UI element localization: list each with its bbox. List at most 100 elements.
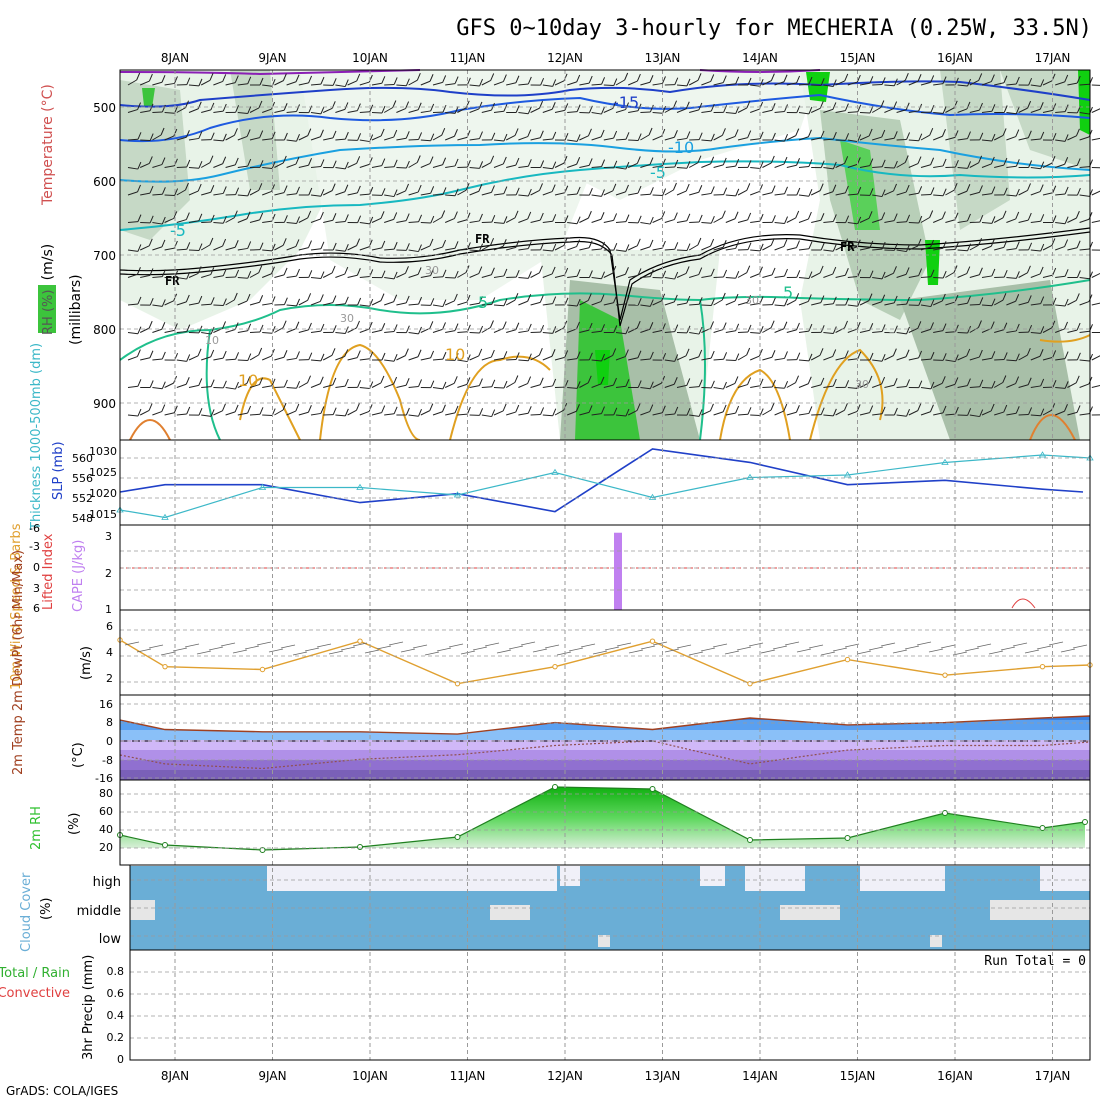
wind-barb [542, 108, 553, 113]
wind-barb-flag [478, 348, 483, 357]
wind-barb [737, 107, 748, 113]
wind-barb-flag [235, 352, 240, 360]
wind-barb-flag [576, 74, 581, 83]
wind-barb [750, 138, 761, 141]
wind-barb-flag [442, 157, 447, 165]
wind-barb-flag [282, 155, 287, 164]
wind-barb [518, 136, 528, 141]
wind-barb [1067, 217, 1077, 223]
wind-barb-flag [942, 106, 947, 114]
wind-barb [237, 382, 248, 388]
wind-barb-flag [1028, 242, 1033, 251]
wind-barb [872, 166, 883, 168]
wind-barb [847, 275, 858, 278]
wind-barb [201, 332, 212, 335]
surface-wind-barb [556, 651, 572, 656]
wind-barb [591, 112, 602, 115]
wind-barb-flag [747, 295, 752, 303]
wind-barb [1006, 330, 1017, 333]
wind-barb [908, 110, 919, 113]
wind-barb-flag [588, 187, 593, 196]
wind-barb [127, 332, 138, 335]
wind-barb [213, 139, 224, 142]
wind-barb-flag [502, 156, 507, 165]
rh-shade-green [840, 140, 880, 230]
wind-barb-flag [307, 405, 312, 413]
wind-barb-flag [271, 266, 275, 274]
wind-barb-flag [210, 102, 215, 111]
wind-barb-flag [174, 76, 178, 84]
wind-barb [933, 277, 944, 279]
wind-barb [713, 164, 724, 168]
wind-barb-flag [137, 214, 142, 222]
cloud-clear [700, 866, 725, 886]
wind-barb [1018, 413, 1029, 416]
wind-barb [127, 167, 138, 170]
wind-barb [249, 301, 260, 306]
wind-barb [993, 299, 1004, 306]
wind-barb [445, 165, 456, 168]
wind-barb [249, 272, 259, 278]
wind-barb [335, 385, 346, 388]
freezing-level-line [119, 227, 1091, 327]
wind-barb-flag [185, 377, 190, 385]
wind-barb [188, 220, 199, 223]
wind-barb-flag [319, 129, 324, 137]
wind-barb [152, 328, 163, 333]
wind-barb-flag [186, 406, 191, 415]
wind-barb [896, 191, 907, 196]
wind-barb-flag [418, 379, 423, 387]
wind-barb-flag [978, 185, 983, 193]
wind-barb [627, 162, 638, 168]
surface-wind-barb [292, 651, 308, 656]
wind-barb-flag [1015, 271, 1020, 279]
wind-barb [945, 359, 956, 363]
wind-barb-flag [465, 182, 470, 191]
wind-barb [615, 191, 626, 196]
wind-barb-flag [137, 296, 142, 305]
wind-barb-flag [149, 133, 154, 141]
wind-barb-flag [819, 183, 824, 191]
pressure-tick: 800 [93, 323, 116, 337]
wind-barb-flag [832, 131, 837, 140]
wind-barb [591, 136, 602, 141]
surface-wind-barb [364, 649, 380, 654]
wind-barb [310, 300, 321, 306]
wind-barb [713, 276, 724, 278]
wind-barb-flag [649, 404, 654, 412]
wind-speed-point [1039, 663, 1046, 670]
wind-barb-flag [906, 296, 911, 305]
wind-barb [920, 411, 931, 416]
wind-barb-flag [918, 103, 923, 112]
wind-barb [994, 246, 1004, 251]
wind-barb-flag [1064, 157, 1069, 165]
wind-barb-flag [942, 158, 947, 167]
wind-barb-flag [405, 213, 410, 221]
wind-barb-flag [1039, 266, 1044, 275]
cape-tick: 3 [105, 530, 112, 543]
wind-barb [542, 220, 553, 223]
wind-barb [286, 81, 297, 86]
wind-barb-flag [186, 271, 191, 280]
wind-barb-flag [393, 241, 398, 250]
wind-barb [152, 193, 163, 196]
temp-band [120, 750, 1090, 760]
wind-barb-flag [978, 155, 983, 164]
wind-barb-flag [1040, 408, 1045, 416]
wind-barb-flag [222, 403, 226, 411]
wind-barb [676, 84, 688, 87]
cape-plot [614, 532, 622, 610]
wind-barb-flag [161, 157, 166, 165]
wind-barb-flag [686, 131, 691, 139]
wind-barb-flag [783, 239, 788, 247]
wind-barb-flag [235, 187, 240, 195]
wind-barb-flag [551, 184, 556, 192]
wind-barb [737, 189, 748, 196]
wind-barb-flag [832, 244, 837, 252]
wind-barb-flag [283, 350, 288, 358]
wind-barb [481, 109, 492, 113]
wind-barb-flag [795, 375, 800, 383]
wind-barb [884, 355, 894, 361]
wind-barb [225, 299, 235, 306]
wind-barb [811, 137, 822, 141]
